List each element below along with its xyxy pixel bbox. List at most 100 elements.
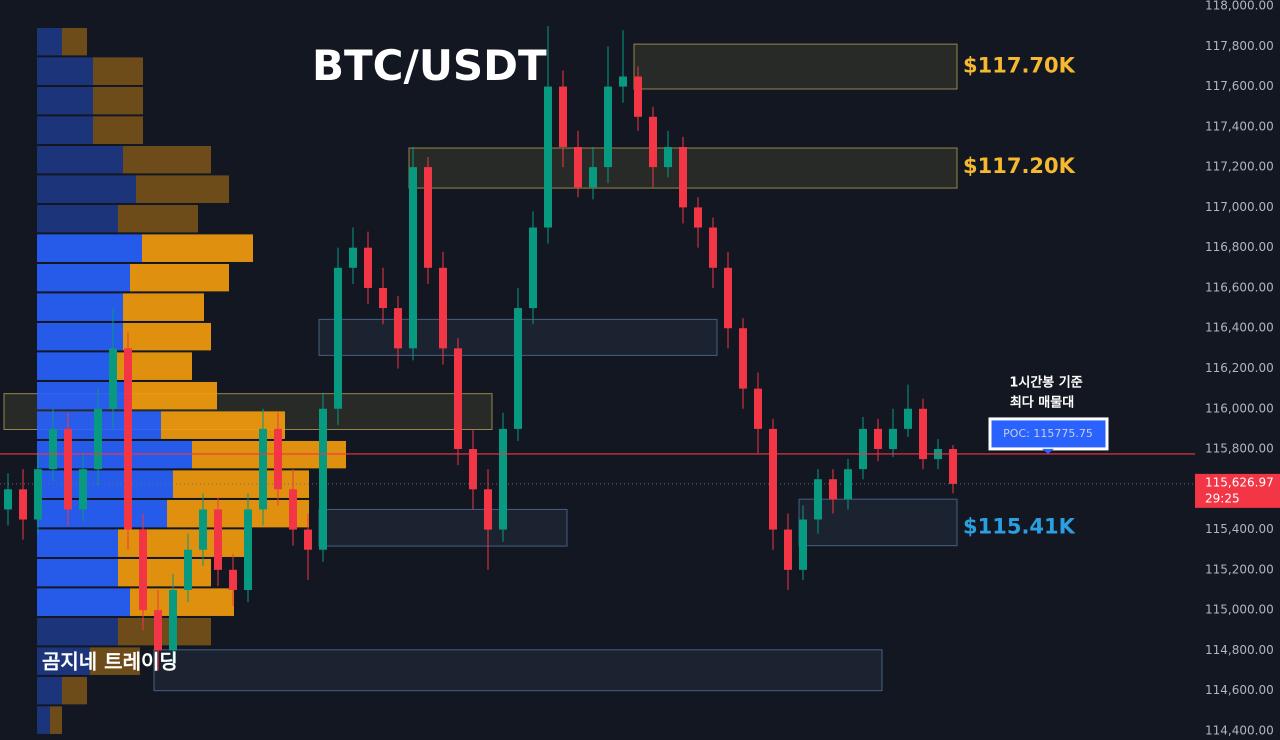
buy-volume: [37, 647, 90, 675]
candle-body: [379, 287, 387, 309]
candle-body: [874, 428, 882, 450]
price-axis: 118,000.00 117,800.00 117,600.00 117,400.00…: [1195, 0, 1280, 737]
buy-volume: [37, 558, 118, 587]
buy-volume: [37, 27, 62, 56]
buy-volume: [37, 204, 118, 233]
buy-volume: [37, 145, 123, 174]
candle-body: [49, 428, 57, 470]
candle-body: [559, 86, 567, 147]
buy-volume: [37, 86, 93, 115]
sell-volume: [118, 558, 211, 587]
buy-volume: [37, 352, 117, 380]
sell-volume: [130, 263, 229, 292]
y-tick-label: 115,000.00: [1205, 603, 1274, 617]
candle-body: [259, 428, 267, 510]
candle-body: [904, 408, 912, 429]
buy-volume: [37, 676, 62, 705]
sell-volume: [123, 322, 211, 351]
countdown: 29:25: [1205, 491, 1240, 505]
candle-body: [409, 167, 417, 349]
y-tick-label: 117,000.00: [1205, 200, 1274, 214]
candle-body: [304, 529, 312, 550]
zone: [633, 43, 958, 90]
buy-volume: [37, 499, 167, 528]
candle-body: [784, 529, 792, 570]
zone: [153, 649, 883, 692]
candle-body: [64, 428, 72, 510]
candle-body: [484, 489, 492, 530]
candle-body: [754, 388, 762, 429]
sell-volume: [136, 175, 229, 203]
buy-volume: [37, 706, 50, 734]
sell-volume: [118, 204, 198, 233]
candle-body: [454, 348, 462, 450]
y-tick-label: 116,200.00: [1205, 361, 1274, 375]
candle-body: [214, 509, 222, 570]
candle-body: [19, 489, 27, 520]
volume-profile: [37, 27, 346, 734]
sell-volume: [123, 145, 211, 174]
candle-body: [394, 308, 402, 349]
candle-body: [184, 549, 192, 590]
candle-body: [274, 428, 282, 490]
candle-body: [349, 247, 357, 268]
zone: [798, 498, 958, 547]
candle-body: [319, 408, 327, 550]
sell-volume: [130, 588, 234, 616]
buy-volume: [37, 529, 118, 557]
candle-body: [439, 267, 447, 349]
sell-volume: [93, 116, 143, 144]
candle-body: [499, 428, 507, 530]
candle-body: [169, 589, 177, 651]
y-tick-label: 116,600.00: [1205, 280, 1274, 294]
buy-volume: [37, 57, 93, 85]
y-tick-label: 114,600.00: [1205, 683, 1274, 697]
candle-body: [679, 146, 687, 208]
candle-body: [334, 267, 342, 409]
candle-body: [79, 469, 87, 510]
candle-body: [634, 76, 642, 117]
y-tick-label: 117,200.00: [1205, 160, 1274, 174]
buy-volume: [37, 588, 130, 616]
sell-volume: [90, 647, 140, 675]
y-tick-label: 117,600.00: [1205, 79, 1274, 93]
candle-body: [604, 86, 612, 168]
sell-volume: [93, 86, 143, 115]
y-tick-label: 114,800.00: [1205, 643, 1274, 657]
candle-body: [364, 247, 372, 288]
candle-body: [244, 509, 252, 590]
candle-body: [709, 227, 717, 268]
candle-body: [469, 449, 477, 490]
zone-label: $117.70K: [963, 53, 1076, 77]
buy-volume: [37, 617, 118, 646]
candle-body: [529, 227, 537, 309]
candle-body: [199, 509, 207, 550]
y-tick-label: 115,200.00: [1205, 562, 1274, 576]
overlay: POC: 115775.75: [0, 417, 1195, 485]
buy-volume: [37, 322, 123, 351]
candle-body: [154, 610, 162, 651]
poc-pointer: [1042, 448, 1054, 454]
candle-body: [814, 479, 822, 520]
candle-body: [919, 408, 927, 460]
y-tick-label: 115,400.00: [1205, 522, 1274, 536]
y-tick-label: 114,400.00: [1205, 723, 1274, 737]
sell-volume: [50, 706, 62, 734]
y-tick-label: 117,800.00: [1205, 39, 1274, 53]
candle-body: [739, 328, 747, 389]
candle-body: [4, 489, 12, 510]
candle-body: [424, 167, 432, 268]
y-tick-label: 117,400.00: [1205, 119, 1274, 133]
sell-volume: [142, 234, 253, 262]
buy-volume: [37, 293, 123, 321]
candle-body: [574, 146, 582, 188]
candle-body: [949, 449, 957, 484]
buy-volume: [37, 175, 136, 203]
y-tick-label: 118,000.00: [1205, 0, 1274, 13]
candle-body: [34, 469, 42, 520]
zone: [318, 508, 568, 547]
sell-volume: [93, 57, 143, 85]
poc-label: POC: 115775.75: [1003, 427, 1093, 440]
